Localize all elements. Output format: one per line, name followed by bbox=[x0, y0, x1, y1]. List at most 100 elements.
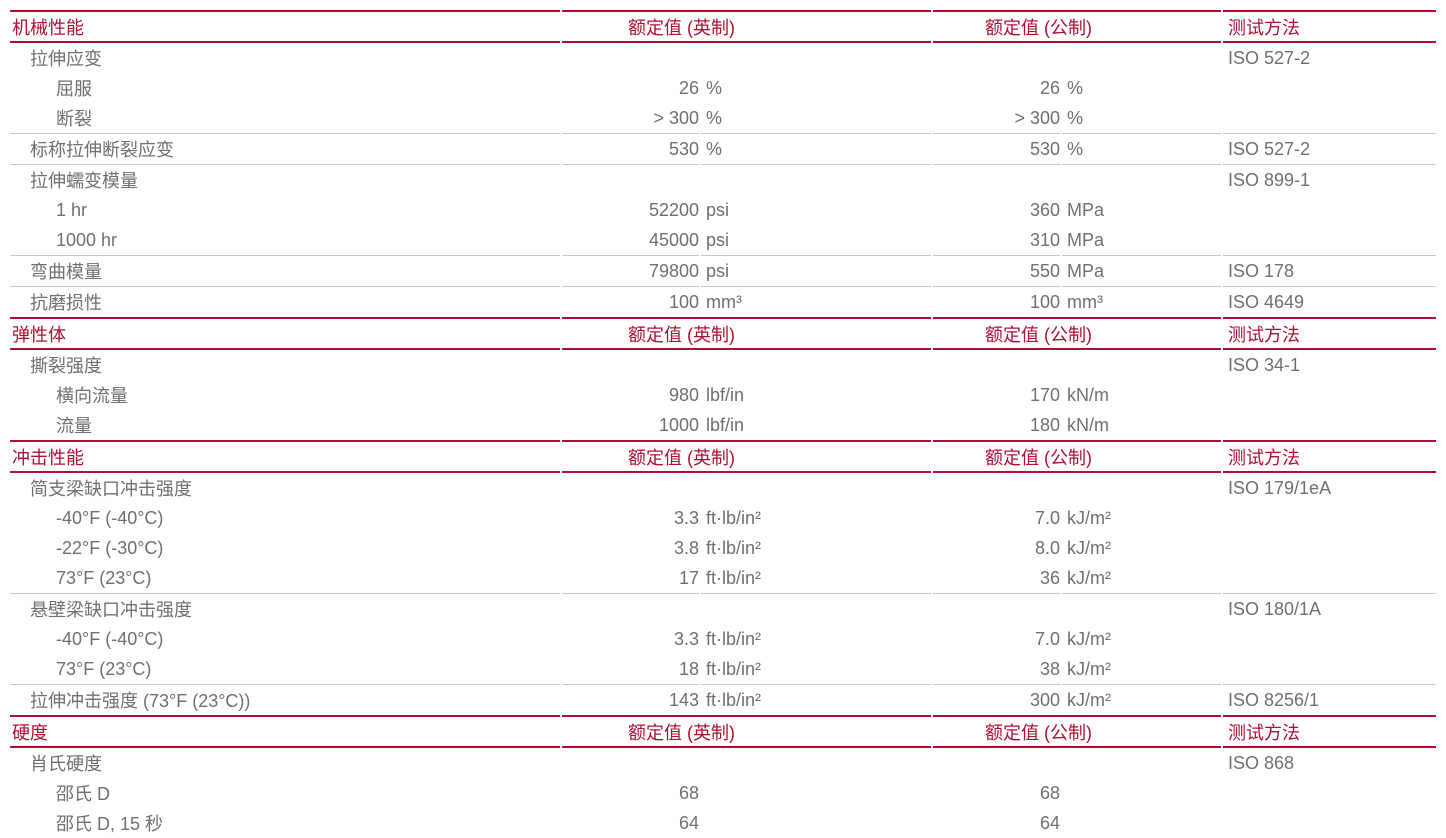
table-row: 抗磨损性 100 mm³ 100 mm³ ISO 4649 bbox=[10, 286, 1436, 317]
imperial-unit: % bbox=[706, 107, 723, 128]
section-title: 硬度 bbox=[10, 715, 560, 748]
property-label: 撕裂强度 bbox=[30, 356, 102, 376]
table-row: 73°F (23°C) 17 ft·lb/in² 36 kJ/m² bbox=[10, 563, 1436, 593]
imperial-value: 79800 bbox=[562, 255, 699, 286]
metric-value: 8.0 bbox=[1034, 537, 1060, 558]
test-method bbox=[1223, 103, 1436, 133]
test-method: ISO 868 bbox=[1228, 752, 1295, 773]
metric-value: 38 bbox=[1039, 658, 1060, 679]
table-row: -40°F (-40°C) 3.3 ft·lb/in² 7.0 kJ/m² bbox=[10, 624, 1436, 654]
metric-value bbox=[933, 593, 1060, 624]
metric-unit: kJ/m² bbox=[1062, 684, 1221, 715]
imperial-unit bbox=[701, 808, 931, 838]
metric-unit: kJ/m² bbox=[1067, 658, 1111, 679]
section-header-row: 硬度 额定值 (英制) 额定值 (公制) 测试方法 bbox=[10, 715, 1436, 748]
section-title: 机械性能 bbox=[10, 10, 560, 43]
imperial-unit: lbf/in bbox=[706, 384, 745, 405]
imperial-unit bbox=[701, 350, 931, 380]
col-header-imperial: 额定值 (英制) bbox=[562, 10, 931, 43]
datasheet-table-body: 机械性能 额定值 (英制) 额定值 (公制) 测试方法 拉伸应变 ISO 527-2 屈服 2… bbox=[10, 10, 1436, 838]
imperial-unit: psi bbox=[706, 229, 730, 250]
imperial-value: 52200 bbox=[648, 199, 699, 220]
section-title: 冲击性能 bbox=[10, 440, 560, 473]
imperial-value: 18 bbox=[678, 658, 699, 679]
col-header-imperial: 额定值 (英制) bbox=[562, 715, 931, 748]
metric-value: 530 bbox=[933, 133, 1060, 164]
metric-unit: % bbox=[1067, 107, 1084, 128]
col-header-method: 测试方法 bbox=[1223, 10, 1436, 43]
metric-unit bbox=[1062, 350, 1221, 380]
metric-value bbox=[933, 350, 1060, 380]
metric-unit: MPa bbox=[1067, 229, 1105, 250]
imperial-value: 64 bbox=[678, 812, 699, 833]
metric-value: > 300 bbox=[1014, 107, 1060, 128]
property-label: -22°F (-30°C) bbox=[56, 537, 164, 558]
imperial-value: 3.8 bbox=[673, 537, 699, 558]
properties-table: 机械性能 额定值 (英制) 额定值 (公制) 测试方法 拉伸应变 ISO 527-2 屈服 2… bbox=[8, 10, 1438, 838]
metric-value bbox=[933, 164, 1060, 195]
metric-unit: kJ/m² bbox=[1067, 567, 1111, 588]
metric-unit bbox=[1062, 43, 1221, 73]
test-method: ISO 179/1eA bbox=[1228, 477, 1332, 498]
metric-unit bbox=[1062, 593, 1221, 624]
metric-value: 7.0 bbox=[1034, 507, 1060, 528]
imperial-unit: % bbox=[701, 133, 931, 164]
col-header-method: 测试方法 bbox=[1223, 440, 1436, 473]
metric-unit: % bbox=[1067, 77, 1084, 98]
property-label: 简支梁缺口冲击强度 bbox=[30, 479, 192, 499]
col-header-method: 测试方法 bbox=[1223, 317, 1436, 350]
property-label: 流量 bbox=[56, 416, 92, 436]
metric-value: 180 bbox=[1029, 414, 1060, 435]
property-label: 肖氏硬度 bbox=[30, 754, 102, 774]
metric-unit: % bbox=[1062, 133, 1221, 164]
table-row: 73°F (23°C) 18 ft·lb/in² 38 kJ/m² bbox=[10, 654, 1436, 684]
imperial-value: 45000 bbox=[648, 229, 699, 250]
test-method: ISO 8256/1 bbox=[1223, 684, 1436, 715]
test-method bbox=[1223, 563, 1436, 593]
table-row: 邵氏 D, 15 秒 64 64 bbox=[10, 808, 1436, 838]
table-row: 横向流量 980 lbf/in 170 kN/m bbox=[10, 380, 1436, 410]
imperial-unit: ft·lb/in² bbox=[706, 658, 762, 679]
property-label: 断裂 bbox=[56, 109, 92, 129]
metric-unit: kN/m bbox=[1067, 384, 1109, 405]
table-row: 1000 hr 45000 psi 310 MPa bbox=[10, 225, 1436, 255]
imperial-value bbox=[562, 164, 699, 195]
imperial-unit bbox=[701, 748, 931, 778]
table-row: -22°F (-30°C) 3.8 ft·lb/in² 8.0 kJ/m² bbox=[10, 533, 1436, 563]
imperial-unit: ft·lb/in² bbox=[706, 567, 762, 588]
imperial-value bbox=[562, 350, 699, 380]
property-label: 拉伸冲击强度 (73°F (23°C)) bbox=[10, 684, 560, 715]
imperial-value: 68 bbox=[678, 782, 699, 803]
property-label: 悬壁梁缺口冲击强度 bbox=[10, 593, 560, 624]
table-row: 悬壁梁缺口冲击强度 ISO 180/1A bbox=[10, 593, 1436, 624]
property-label: -40°F (-40°C) bbox=[56, 507, 164, 528]
imperial-unit bbox=[701, 473, 931, 503]
property-label: -40°F (-40°C) bbox=[56, 628, 164, 649]
imperial-value: > 300 bbox=[653, 107, 699, 128]
table-row: 拉伸冲击强度 (73°F (23°C)) 143 ft·lb/in² 300 kJ/m²… bbox=[10, 684, 1436, 715]
metric-unit bbox=[1062, 808, 1221, 838]
imperial-value: 100 bbox=[562, 286, 699, 317]
imperial-unit: lbf/in bbox=[706, 414, 745, 435]
metric-unit: kJ/m² bbox=[1067, 537, 1111, 558]
metric-unit: MPa bbox=[1062, 255, 1221, 286]
property-label: 73°F (23°C) bbox=[56, 567, 152, 588]
metric-value: 26 bbox=[1039, 77, 1060, 98]
metric-unit: MPa bbox=[1067, 199, 1105, 220]
imperial-value: 530 bbox=[562, 133, 699, 164]
test-method bbox=[1223, 410, 1436, 440]
table-row: 流量 1000 lbf/in 180 kN/m bbox=[10, 410, 1436, 440]
imperial-unit: ft·lb/in² bbox=[701, 684, 931, 715]
metric-value: 36 bbox=[1039, 567, 1060, 588]
table-row: 肖氏硬度 ISO 868 bbox=[10, 748, 1436, 778]
test-method: ISO 4649 bbox=[1223, 286, 1436, 317]
test-method: ISO 180/1A bbox=[1223, 593, 1436, 624]
property-label: 邵氏 D bbox=[56, 784, 110, 804]
property-label: 邵氏 D, 15 秒 bbox=[56, 814, 164, 834]
table-row: 邵氏 D 68 68 bbox=[10, 778, 1436, 808]
imperial-value: 26 bbox=[678, 77, 699, 98]
metric-value: 550 bbox=[933, 255, 1060, 286]
property-label: 73°F (23°C) bbox=[56, 658, 152, 679]
test-method bbox=[1223, 808, 1436, 838]
